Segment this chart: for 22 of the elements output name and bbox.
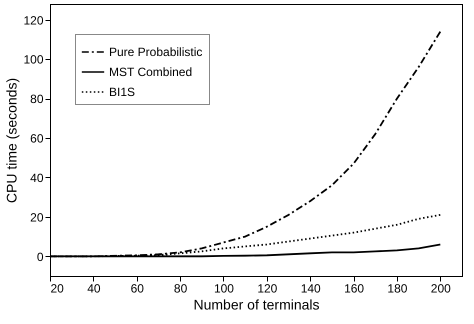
x-tick-label: 100 <box>214 282 234 296</box>
x-tick-label: 160 <box>344 282 364 296</box>
x-tick-label: 140 <box>300 282 322 296</box>
x-tick-label: 200 <box>430 282 452 296</box>
legend-label: Pure Probabilistic <box>109 45 202 59</box>
x-tick-label: 120 <box>257 282 278 296</box>
x-tick-label: 180 <box>387 282 408 296</box>
x-tick-label: 80 <box>174 282 188 296</box>
x-tick-label: 60 <box>130 282 144 296</box>
y-tick-label: 0 <box>36 250 44 264</box>
legend-label: MST Combined <box>109 65 192 79</box>
y-tick-label: 120 <box>23 13 44 28</box>
y-tick-label: 80 <box>30 92 44 106</box>
x-tick-label: 40 <box>87 282 101 296</box>
legend-label: BI1S <box>109 85 136 99</box>
y-tick-label: 100 <box>23 52 44 67</box>
y-tick-label: 20 <box>30 210 44 224</box>
y-axis-title: CPU time (seconds) <box>3 78 20 204</box>
y-tick-label: 40 <box>30 170 44 185</box>
x-axis-title: Number of terminals <box>193 296 320 312</box>
x-tick-label: 20 <box>50 282 64 296</box>
y-tick-label: 60 <box>30 132 44 146</box>
